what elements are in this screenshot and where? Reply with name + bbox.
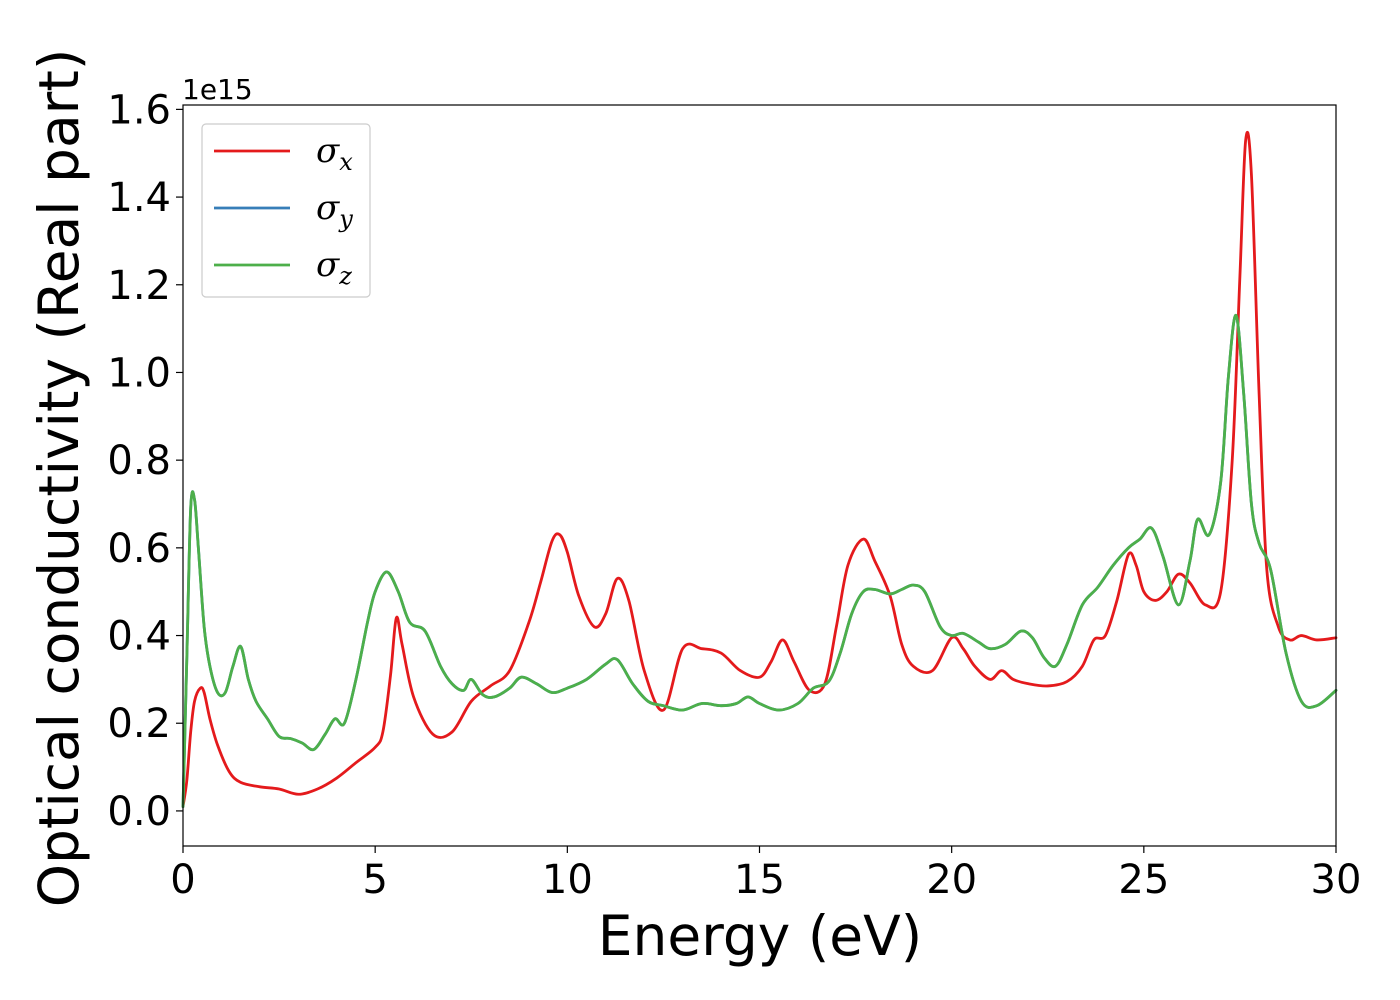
legend-box [201,123,371,298]
y-tick-label: 1.6 [107,87,171,133]
x-tick-label: 0 [170,857,195,903]
y-axis-label: Optical conductivity (Real part) [27,49,91,908]
series-line-z [181,314,1338,808]
x-axis-ticks: 0 5 10 15 20 25 30 [170,846,1361,903]
y-tick-label: 0.8 [107,438,171,484]
y-tick-label: 0.0 [107,789,171,835]
x-tick-label: 30 [1311,857,1362,903]
series-line-x [181,130,1338,808]
x-tick-label: 20 [926,857,977,903]
y-tick-label: 1.0 [107,350,171,396]
x-tick-label: 15 [734,857,785,903]
y-tick-label: 0.2 [107,701,171,747]
plot-area [183,105,1336,846]
series-layer [181,130,1338,808]
y-tick-label: 1.4 [107,175,171,221]
x-axis-label: Energy (eV) [598,904,922,968]
y-tick-label: 0.6 [107,526,171,572]
y-offset-label: 1e15 [182,73,253,106]
y-axis-ticks: 0.0 0.2 0.4 0.6 0.8 1.0 1.2 1.4 1.6 [107,87,183,835]
x-tick-label: 25 [1118,857,1169,903]
y-tick-label: 0.4 [107,614,171,660]
y-tick-label: 1.2 [107,263,171,309]
x-tick-label: 10 [542,857,593,903]
x-tick-label: 5 [362,857,387,903]
